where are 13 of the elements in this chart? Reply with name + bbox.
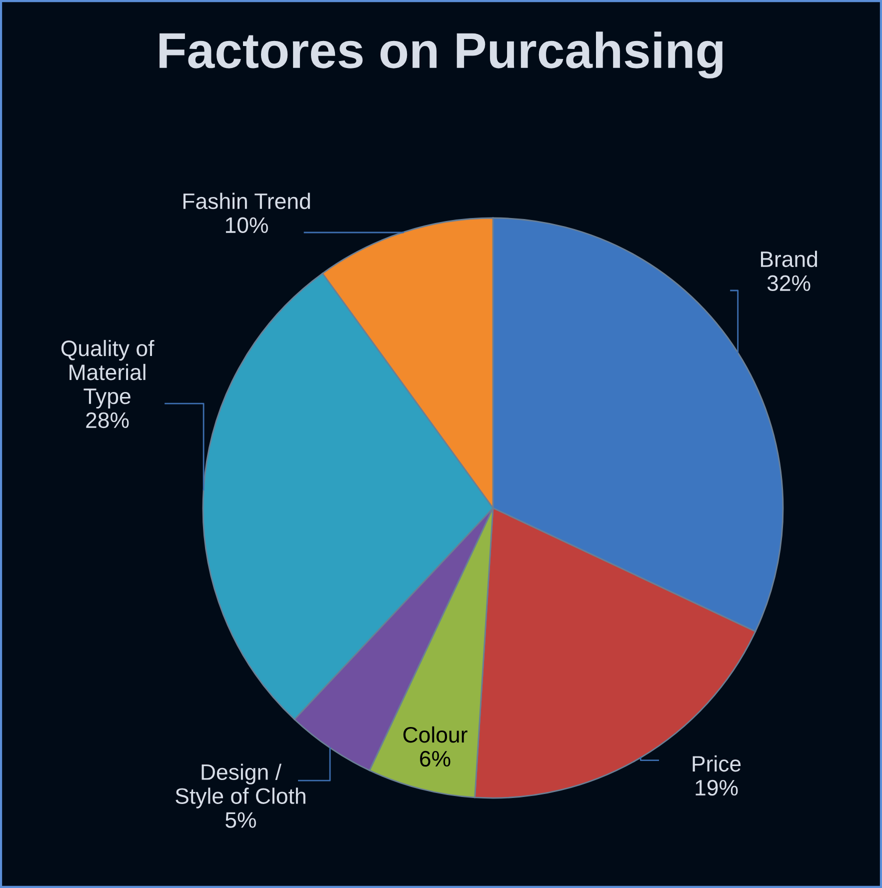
slice-label: Brand: [760, 250, 818, 268]
slice-label: Fashin Trend: [183, 192, 310, 210]
data-label: 32%: [767, 275, 810, 292]
slice-label: Colour: [403, 726, 468, 743]
data-label: 5%: [226, 812, 256, 828]
data-label: 10%: [226, 217, 268, 234]
data-label: 6%: [420, 750, 450, 767]
slice-label: Price: [692, 755, 741, 772]
slice-label: Quality of Material Type: [61, 340, 154, 409]
data-label: 19%: [696, 780, 738, 796]
chart-title: Factores on Purcahsing: [160, 32, 722, 78]
slice-label: Design / Style of Cloth: [176, 764, 306, 808]
data-label: 28%: [86, 412, 129, 428]
